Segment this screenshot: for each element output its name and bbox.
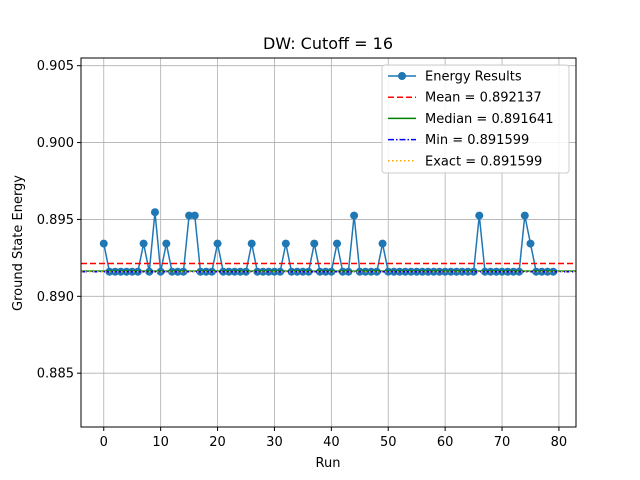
legend-label: Min = 0.891599: [425, 133, 529, 148]
y-tick-label: 0.895: [37, 213, 74, 228]
plot-frame: [80, 57, 577, 428]
y-tick-label: 0.890: [37, 290, 74, 305]
energy-point: [150, 208, 159, 217]
energy-point: [333, 239, 342, 248]
energy-point: [378, 239, 387, 248]
energy-point: [310, 239, 319, 248]
y-tick-label: 0.885: [37, 367, 74, 382]
energy-point: [247, 239, 256, 248]
x-tick-label: 10: [152, 435, 169, 450]
legend-item-exact: Exact = 0.891599: [388, 154, 542, 169]
x-tick-label: 20: [209, 435, 226, 450]
energy-point: [99, 239, 108, 248]
legend-label: Mean = 0.892137: [425, 91, 542, 106]
legend-label: Energy Results: [425, 70, 522, 85]
energy-point: [475, 211, 484, 220]
energy-point: [162, 239, 171, 248]
x-tick-label: 50: [380, 435, 397, 450]
legend: Energy Results Mean = 0.892137 Median = 0.…: [381, 64, 570, 174]
y-tick-label: 0.905: [37, 59, 74, 74]
x-axis-ticks: 0 10 20 30 40 50 60 70 80: [100, 427, 568, 450]
energy-point: [139, 239, 148, 248]
legend-label: Median = 0.891641: [425, 112, 553, 127]
energy-point: [520, 211, 529, 220]
legend-item-median: Median = 0.891641: [388, 112, 553, 127]
y-tick-label: 0.900: [37, 136, 74, 151]
x-tick-label: 70: [494, 435, 511, 450]
legend-box: [381, 64, 570, 174]
legend-item-energy: Energy Results: [388, 70, 522, 85]
x-tick-label: 60: [437, 435, 454, 450]
energy-series: [81, 208, 576, 276]
legend-swatch-marker: [398, 72, 406, 80]
x-tick-label: 80: [551, 435, 568, 450]
chart-title: DW: Cutoff = 16: [263, 34, 393, 53]
y-axis-label: Ground State Energy: [11, 175, 26, 311]
x-axis-label: Run: [316, 456, 341, 471]
x-tick-label: 0: [100, 435, 108, 450]
energy-point: [185, 211, 194, 220]
legend-label: Exact = 0.891599: [425, 154, 542, 169]
energy-point: [281, 239, 290, 248]
legend-item-mean: Mean = 0.892137: [388, 91, 542, 106]
energy-point: [213, 239, 222, 248]
energy-point: [526, 239, 535, 248]
legend-item-min: Min = 0.891599: [388, 133, 529, 148]
energy-point: [350, 211, 359, 220]
energy-point: [190, 211, 199, 220]
x-tick-label: 30: [266, 435, 283, 450]
y-axis-ticks: 0.885 0.890 0.895 0.900 0.905: [37, 59, 81, 382]
x-tick-label: 40: [323, 435, 340, 450]
